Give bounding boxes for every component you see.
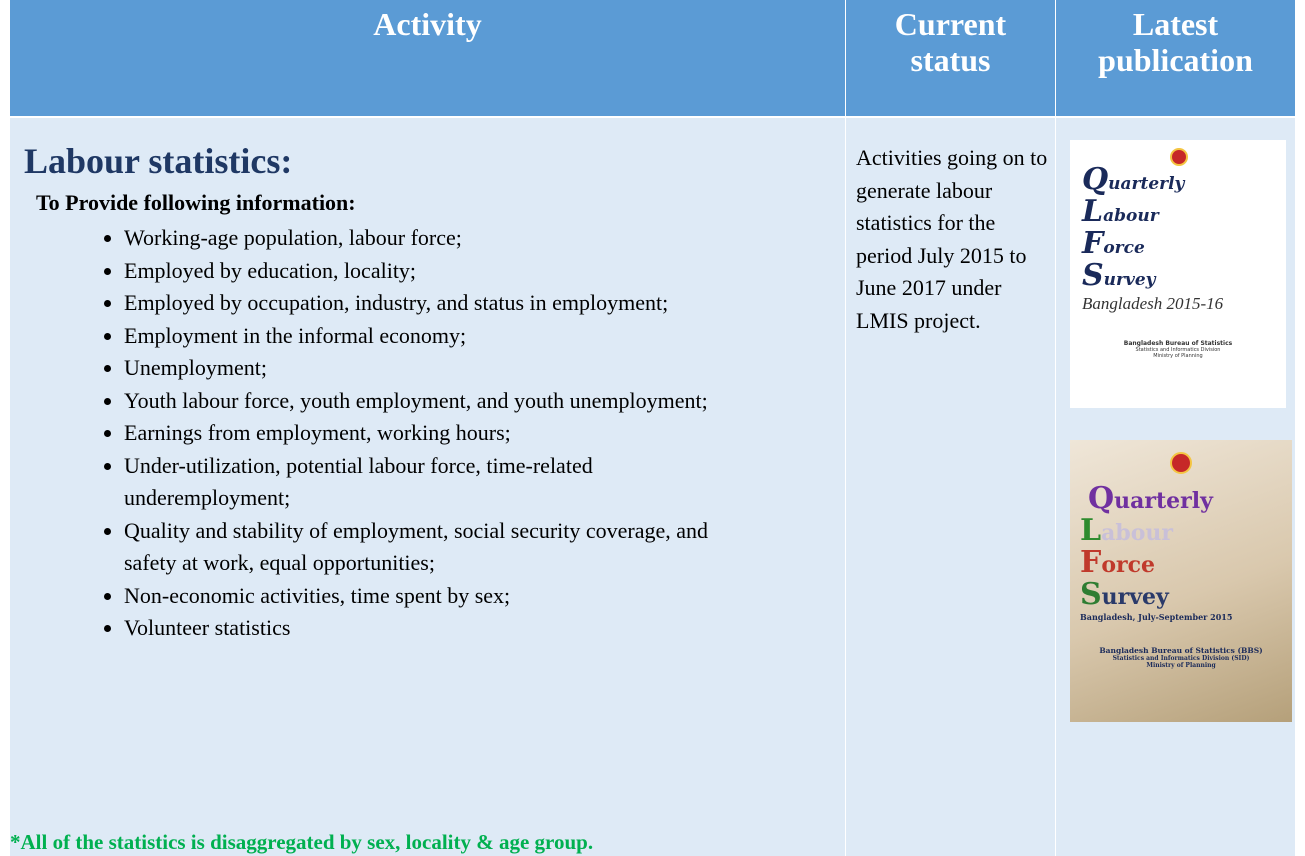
list-item: Employment in the informal economy; bbox=[124, 320, 724, 353]
cover-title-word: Survey bbox=[1082, 258, 1156, 293]
cover-publisher: Statistics and Informatics Division bbox=[1135, 347, 1221, 353]
cover-title-word: Quarterly bbox=[1088, 481, 1213, 516]
list-item: Employed by occupation, industry, and st… bbox=[124, 287, 724, 320]
cover-publisher: Ministry of Planning bbox=[1146, 662, 1216, 669]
item-list: Working-age population, labour force;Emp… bbox=[10, 222, 724, 645]
activity-cell: Labour statistics: To Provide following … bbox=[10, 118, 845, 856]
list-item: Unemployment; bbox=[124, 352, 724, 385]
intro: To Provide following information: bbox=[36, 190, 356, 215]
list-item: Non-economic activities, time spent by s… bbox=[124, 580, 724, 613]
list-item: Working-age population, labour force; bbox=[124, 222, 724, 255]
header-cell: Activity bbox=[10, 0, 845, 118]
publication-column: Latest publication Quarterly Labour Force S… bbox=[1055, 0, 1295, 856]
section-title: Labour statistics: bbox=[24, 141, 293, 181]
status-text: Activities going on to generate labour s… bbox=[856, 145, 1048, 333]
cover-publisher: Statistics and Informatics Division (SID… bbox=[1112, 655, 1250, 662]
status-cell: Activities going on to generate labour s… bbox=[846, 118, 1055, 856]
table: Activity Labour statistics: To Provide f… bbox=[10, 0, 1295, 856]
list-item: Under-utilization, potential labour forc… bbox=[124, 450, 724, 515]
activity-column: Activity Labour statistics: To Provide f… bbox=[10, 0, 845, 856]
cover-title-word: Survey bbox=[1080, 577, 1169, 612]
list-item: Earnings from employment, working hours; bbox=[124, 417, 724, 450]
cover-publisher: Ministry of Planning bbox=[1153, 353, 1203, 359]
cover-image: Quarterly Labour Force Survey Bangladesh, Ju… bbox=[1070, 440, 1292, 722]
list-item: Quality and stability of employment, soc… bbox=[124, 515, 724, 580]
note: *All of the statistics is disaggregated … bbox=[10, 830, 594, 854]
cover-edition: Bangladesh 2015-16 bbox=[1082, 294, 1224, 313]
header-cell: Current status bbox=[846, 0, 1055, 118]
emblem bbox=[1170, 452, 1192, 474]
cover-publisher: Bangladesh Bureau of Statistics (BBS) bbox=[1099, 646, 1263, 655]
cover-title-word: Quarterly bbox=[1082, 162, 1185, 197]
publication-cell: Quarterly Labour Force Survey Bangladesh 201… bbox=[1056, 118, 1295, 856]
status-column: Current status Activities going on to ge… bbox=[845, 0, 1055, 856]
list-item: Youth labour force, youth employment, an… bbox=[124, 385, 724, 418]
list-item: Employed by education, locality; bbox=[124, 255, 724, 288]
cover-title-word: Labour bbox=[1080, 513, 1173, 548]
list-item: Volunteer statistics bbox=[124, 612, 724, 645]
cover-edition: Bangladesh, July-September 2015 bbox=[1080, 612, 1233, 622]
header-cell: Latest publication bbox=[1056, 0, 1295, 118]
cover-title-word: Force bbox=[1082, 226, 1145, 261]
cover-publisher: Bangladesh Bureau of Statistics bbox=[1123, 340, 1233, 347]
cover-image: Quarterly Labour Force Survey Bangladesh 201… bbox=[1070, 140, 1286, 408]
cover-title-word: Labour bbox=[1082, 194, 1159, 229]
cover-title-word: Force bbox=[1080, 545, 1155, 580]
emblem bbox=[1170, 148, 1188, 166]
